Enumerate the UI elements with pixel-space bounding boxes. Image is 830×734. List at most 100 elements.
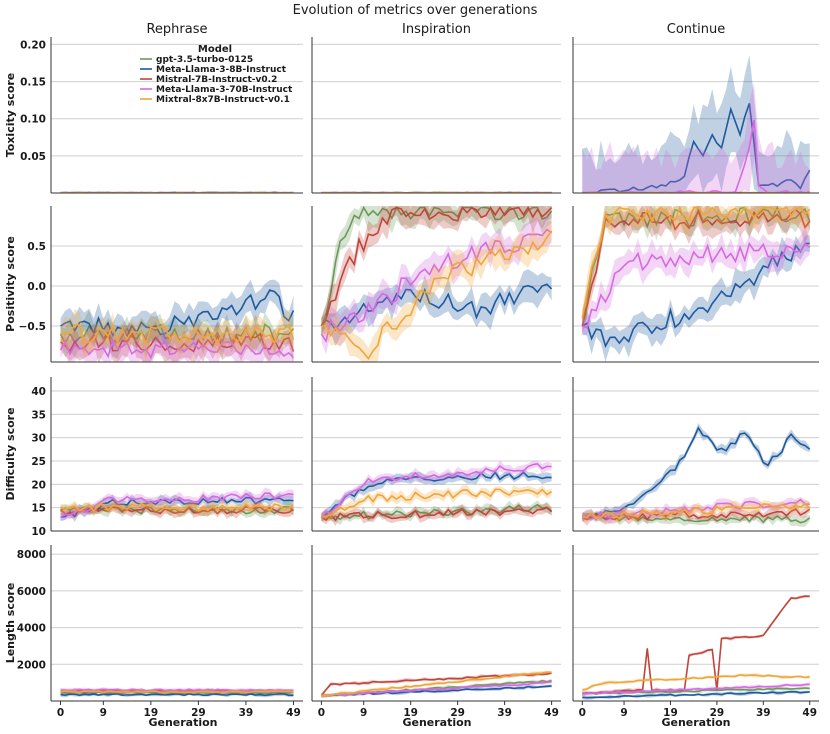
x-tick-label: 9 bbox=[100, 707, 107, 719]
band-Meta-Llama-3-8B-Instruct bbox=[60, 492, 294, 522]
line-Mixtral-8x7B-Instruct-v0.1 bbox=[60, 690, 294, 694]
line-Meta-Llama-3-70B-Instruct bbox=[581, 241, 811, 329]
x-tick-label: 19 bbox=[403, 707, 418, 719]
line-Mistral-7B-Instruct-v0.2 bbox=[581, 208, 811, 327]
line-Meta-Llama-3-70B-Instruct bbox=[320, 462, 552, 518]
y-tick-label: 4000 bbox=[17, 623, 46, 635]
line-Mistral-7B-Instruct-v0.2 bbox=[60, 505, 294, 515]
panel-toxicity-inspiration: Inspiration bbox=[311, 22, 561, 194]
band-Meta-Llama-3-8B-Instruct bbox=[60, 279, 294, 349]
y-tick-label: 40 bbox=[31, 386, 46, 398]
y-tick-label: 30 bbox=[31, 433, 46, 445]
x-tick-label: 0 bbox=[57, 707, 64, 719]
band-Mixtral-8x7B-Instruct-v0.1 bbox=[60, 308, 294, 361]
band-Meta-Llama-3-8B-Instruct bbox=[582, 234, 810, 362]
band-Mixtral-8x7B-Instruct-v0.1 bbox=[321, 484, 552, 522]
panel-toxicity-rephrase: 0.05 0.10 0.15 0.20 Rephrase Toxicity score bbox=[4, 22, 303, 194]
line-Meta-Llama-3-70B-Instruct bbox=[59, 338, 295, 360]
line-gpt-3.5-turbo-0125 bbox=[582, 687, 810, 695]
figure-title: Evolution of metrics over generations bbox=[293, 3, 538, 18]
line-Meta-Llama-3-8B-Instruct bbox=[320, 471, 552, 518]
band-Meta-Llama-3-8B-Instruct bbox=[582, 423, 810, 522]
column-title: Continue bbox=[667, 22, 725, 37]
panel-difficulty-rephrase: 10 15 20 25 30 35 40 Difficulty score bbox=[4, 377, 303, 538]
legend-entry: gpt-3.5-turbo-0125 bbox=[156, 55, 253, 65]
panel-difficulty-continue bbox=[572, 377, 819, 532]
line-Meta-Llama-3-70B-Instruct bbox=[320, 228, 553, 344]
line-Mixtral-8x7B-Instruct-v0.1 bbox=[60, 503, 294, 513]
y-axis-label: Toxicity score bbox=[4, 73, 17, 158]
y-tick-label: 0.20 bbox=[20, 39, 46, 51]
y-tick-label: 6000 bbox=[17, 586, 46, 598]
band-gpt-3.5-turbo-0125 bbox=[321, 206, 552, 335]
y-axis-label: Difficulty score bbox=[4, 407, 17, 500]
series-group bbox=[320, 460, 553, 527]
line-Meta-Llama-3-70B-Instruct bbox=[60, 688, 294, 692]
band-Meta-Llama-3-8B-Instruct bbox=[321, 468, 552, 522]
panel-difficulty-inspiration bbox=[311, 377, 561, 532]
x-axis-label-0: Generation bbox=[148, 716, 217, 729]
band-Meta-Llama-3-70B-Instruct bbox=[321, 213, 552, 355]
line-Mixtral-8x7B-Instruct-v0.1 bbox=[582, 673, 810, 691]
legend-title: Model bbox=[198, 44, 232, 55]
line-Mistral-7B-Instruct-v0.2 bbox=[581, 507, 811, 521]
band-Mistral-7B-Instruct-v0.2 bbox=[321, 206, 552, 335]
line-Meta-Llama-3-8B-Instruct bbox=[581, 242, 810, 349]
column-title: Rephrase bbox=[146, 22, 207, 37]
line-Mistral-7B-Instruct-v0.2 bbox=[320, 206, 553, 327]
panel-positivity-inspiration bbox=[311, 206, 561, 363]
series-group bbox=[582, 594, 810, 700]
y-tick-label: 0.10 bbox=[20, 114, 46, 126]
x-tick-label: 49 bbox=[802, 707, 817, 719]
band-Mixtral-8x7B-Instruct-v0.1 bbox=[582, 673, 810, 693]
x-tick-label: 9 bbox=[620, 707, 627, 719]
panel-toxicity-continue: Continue bbox=[572, 22, 819, 194]
series-group bbox=[581, 206, 811, 362]
y-tick-label: 0.05 bbox=[20, 151, 46, 163]
band-Meta-Llama-3-70B-Instruct bbox=[60, 324, 294, 362]
line-gpt-3.5-turbo-0125 bbox=[321, 503, 553, 521]
x-tick-label: 49 bbox=[544, 707, 559, 719]
band-Mixtral-8x7B-Instruct-v0.1 bbox=[582, 499, 810, 524]
y-tick-label: 8000 bbox=[17, 549, 46, 561]
series-group bbox=[581, 423, 811, 527]
band-Mistral-7B-Instruct-v0.2 bbox=[582, 594, 810, 696]
y-tick-label: 10 bbox=[31, 526, 46, 538]
line-Mixtral-8x7B-Instruct-v0.1 bbox=[581, 206, 811, 319]
legend-entry: Meta-Llama-3-8B-Instruct bbox=[156, 65, 287, 75]
line-Mixtral-8x7B-Instruct-v0.1 bbox=[321, 230, 553, 360]
band-Mistral-7B-Instruct-v0.2 bbox=[60, 320, 294, 362]
band-Meta-Llama-3-70B-Instruct bbox=[582, 496, 810, 524]
line-gpt-3.5-turbo-0125 bbox=[59, 323, 295, 345]
y-axis-label: Length score bbox=[4, 583, 17, 664]
line-Mistral-7B-Instruct-v0.2 bbox=[60, 330, 295, 353]
y-tick-label: 20 bbox=[31, 479, 46, 491]
y-tick-label: 15 bbox=[31, 503, 46, 515]
x-tick-label: 0 bbox=[318, 707, 325, 719]
band-Meta-Llama-3-70B-Instruct bbox=[321, 460, 552, 522]
x-tick-label: 29 bbox=[450, 707, 465, 719]
line-Meta-Llama-3-8B-Instruct bbox=[582, 103, 811, 193]
y-tick-label: 35 bbox=[31, 409, 46, 421]
x-tick-label: 0 bbox=[579, 707, 586, 719]
line-Meta-Llama-3-8B-Instruct bbox=[582, 426, 811, 519]
legend-entry: Mixtral-8x7B-Instruct-v0.1 bbox=[156, 95, 290, 105]
series-group bbox=[320, 206, 553, 362]
panel-length-inspiration: 0 9 19 29 39 49 bbox=[311, 545, 561, 719]
line-Meta-Llama-3-8B-Instruct bbox=[582, 690, 810, 699]
column-title: Inspiration bbox=[402, 22, 471, 37]
line-Mixtral-8x7B-Instruct-v0.1 bbox=[321, 671, 552, 697]
y-axis-label: Positivity score bbox=[4, 236, 17, 332]
x-tick-label: 19 bbox=[144, 707, 159, 719]
line-Meta-Llama-3-8B-Instruct bbox=[320, 283, 553, 331]
x-tick-label: 39 bbox=[239, 707, 254, 719]
y-tick-label: 25 bbox=[31, 456, 46, 468]
x-axis-label-1: Generation bbox=[402, 716, 471, 729]
panel-positivity-rephrase: −0.5 0.0 0.5 Positivity score bbox=[4, 206, 303, 363]
band-Mistral-7B-Instruct-v0.2 bbox=[582, 503, 810, 526]
line-Meta-Llama-3-70B-Instruct bbox=[321, 681, 552, 697]
line-Meta-Llama-3-70B-Instruct bbox=[582, 683, 810, 695]
panel-length-rephrase: 2000 4000 6000 8000 0 9 19 29 39 49 Length score bbox=[4, 545, 303, 719]
panel-length-continue: 0 9 19 29 39 49 bbox=[572, 545, 819, 719]
